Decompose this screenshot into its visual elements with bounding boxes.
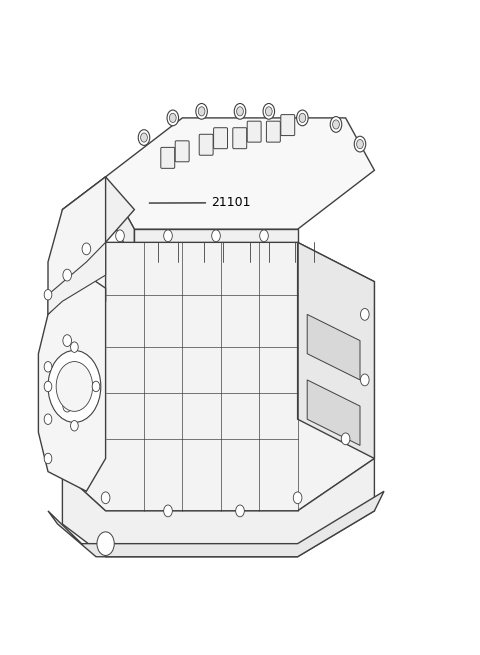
Polygon shape [62,458,374,557]
Circle shape [357,140,363,149]
Polygon shape [134,229,298,262]
Circle shape [293,492,302,504]
Circle shape [196,103,207,119]
Circle shape [263,103,275,119]
Circle shape [63,400,72,412]
Circle shape [138,130,150,145]
Circle shape [44,290,52,300]
Circle shape [44,381,52,392]
Circle shape [101,492,110,504]
Circle shape [260,230,268,242]
Circle shape [167,110,179,126]
FancyBboxPatch shape [161,147,175,168]
Polygon shape [106,118,374,229]
Circle shape [237,107,243,116]
Circle shape [330,117,342,132]
Circle shape [71,421,78,431]
Circle shape [164,505,172,517]
Circle shape [56,362,93,411]
Circle shape [297,110,308,126]
Polygon shape [48,491,384,557]
Circle shape [116,230,124,242]
Circle shape [212,230,220,242]
Circle shape [44,414,52,424]
Circle shape [299,113,306,122]
Circle shape [198,107,205,116]
Circle shape [44,453,52,464]
Circle shape [97,532,114,555]
Circle shape [354,136,366,152]
FancyBboxPatch shape [214,128,228,149]
Circle shape [169,113,176,122]
Circle shape [63,335,72,346]
Polygon shape [298,242,374,458]
Circle shape [234,103,246,119]
Circle shape [164,230,172,242]
Circle shape [82,243,91,255]
Polygon shape [38,275,106,491]
Circle shape [92,381,100,392]
Circle shape [63,269,72,281]
Circle shape [360,309,369,320]
Circle shape [44,362,52,372]
Circle shape [333,120,339,129]
Circle shape [141,133,147,142]
Circle shape [71,342,78,352]
Circle shape [265,107,272,116]
Circle shape [236,505,244,517]
FancyBboxPatch shape [281,115,295,136]
FancyBboxPatch shape [233,128,247,149]
FancyBboxPatch shape [199,134,213,155]
Polygon shape [48,177,106,341]
Polygon shape [307,314,360,380]
Polygon shape [62,242,374,511]
FancyBboxPatch shape [175,141,189,162]
Circle shape [341,433,350,445]
Polygon shape [106,177,134,262]
FancyBboxPatch shape [247,121,261,142]
Polygon shape [62,177,134,242]
Polygon shape [307,380,360,445]
FancyBboxPatch shape [266,121,280,142]
Polygon shape [62,177,106,426]
Circle shape [360,374,369,386]
Circle shape [48,350,101,422]
Text: 21101: 21101 [149,196,251,210]
Polygon shape [48,242,106,314]
